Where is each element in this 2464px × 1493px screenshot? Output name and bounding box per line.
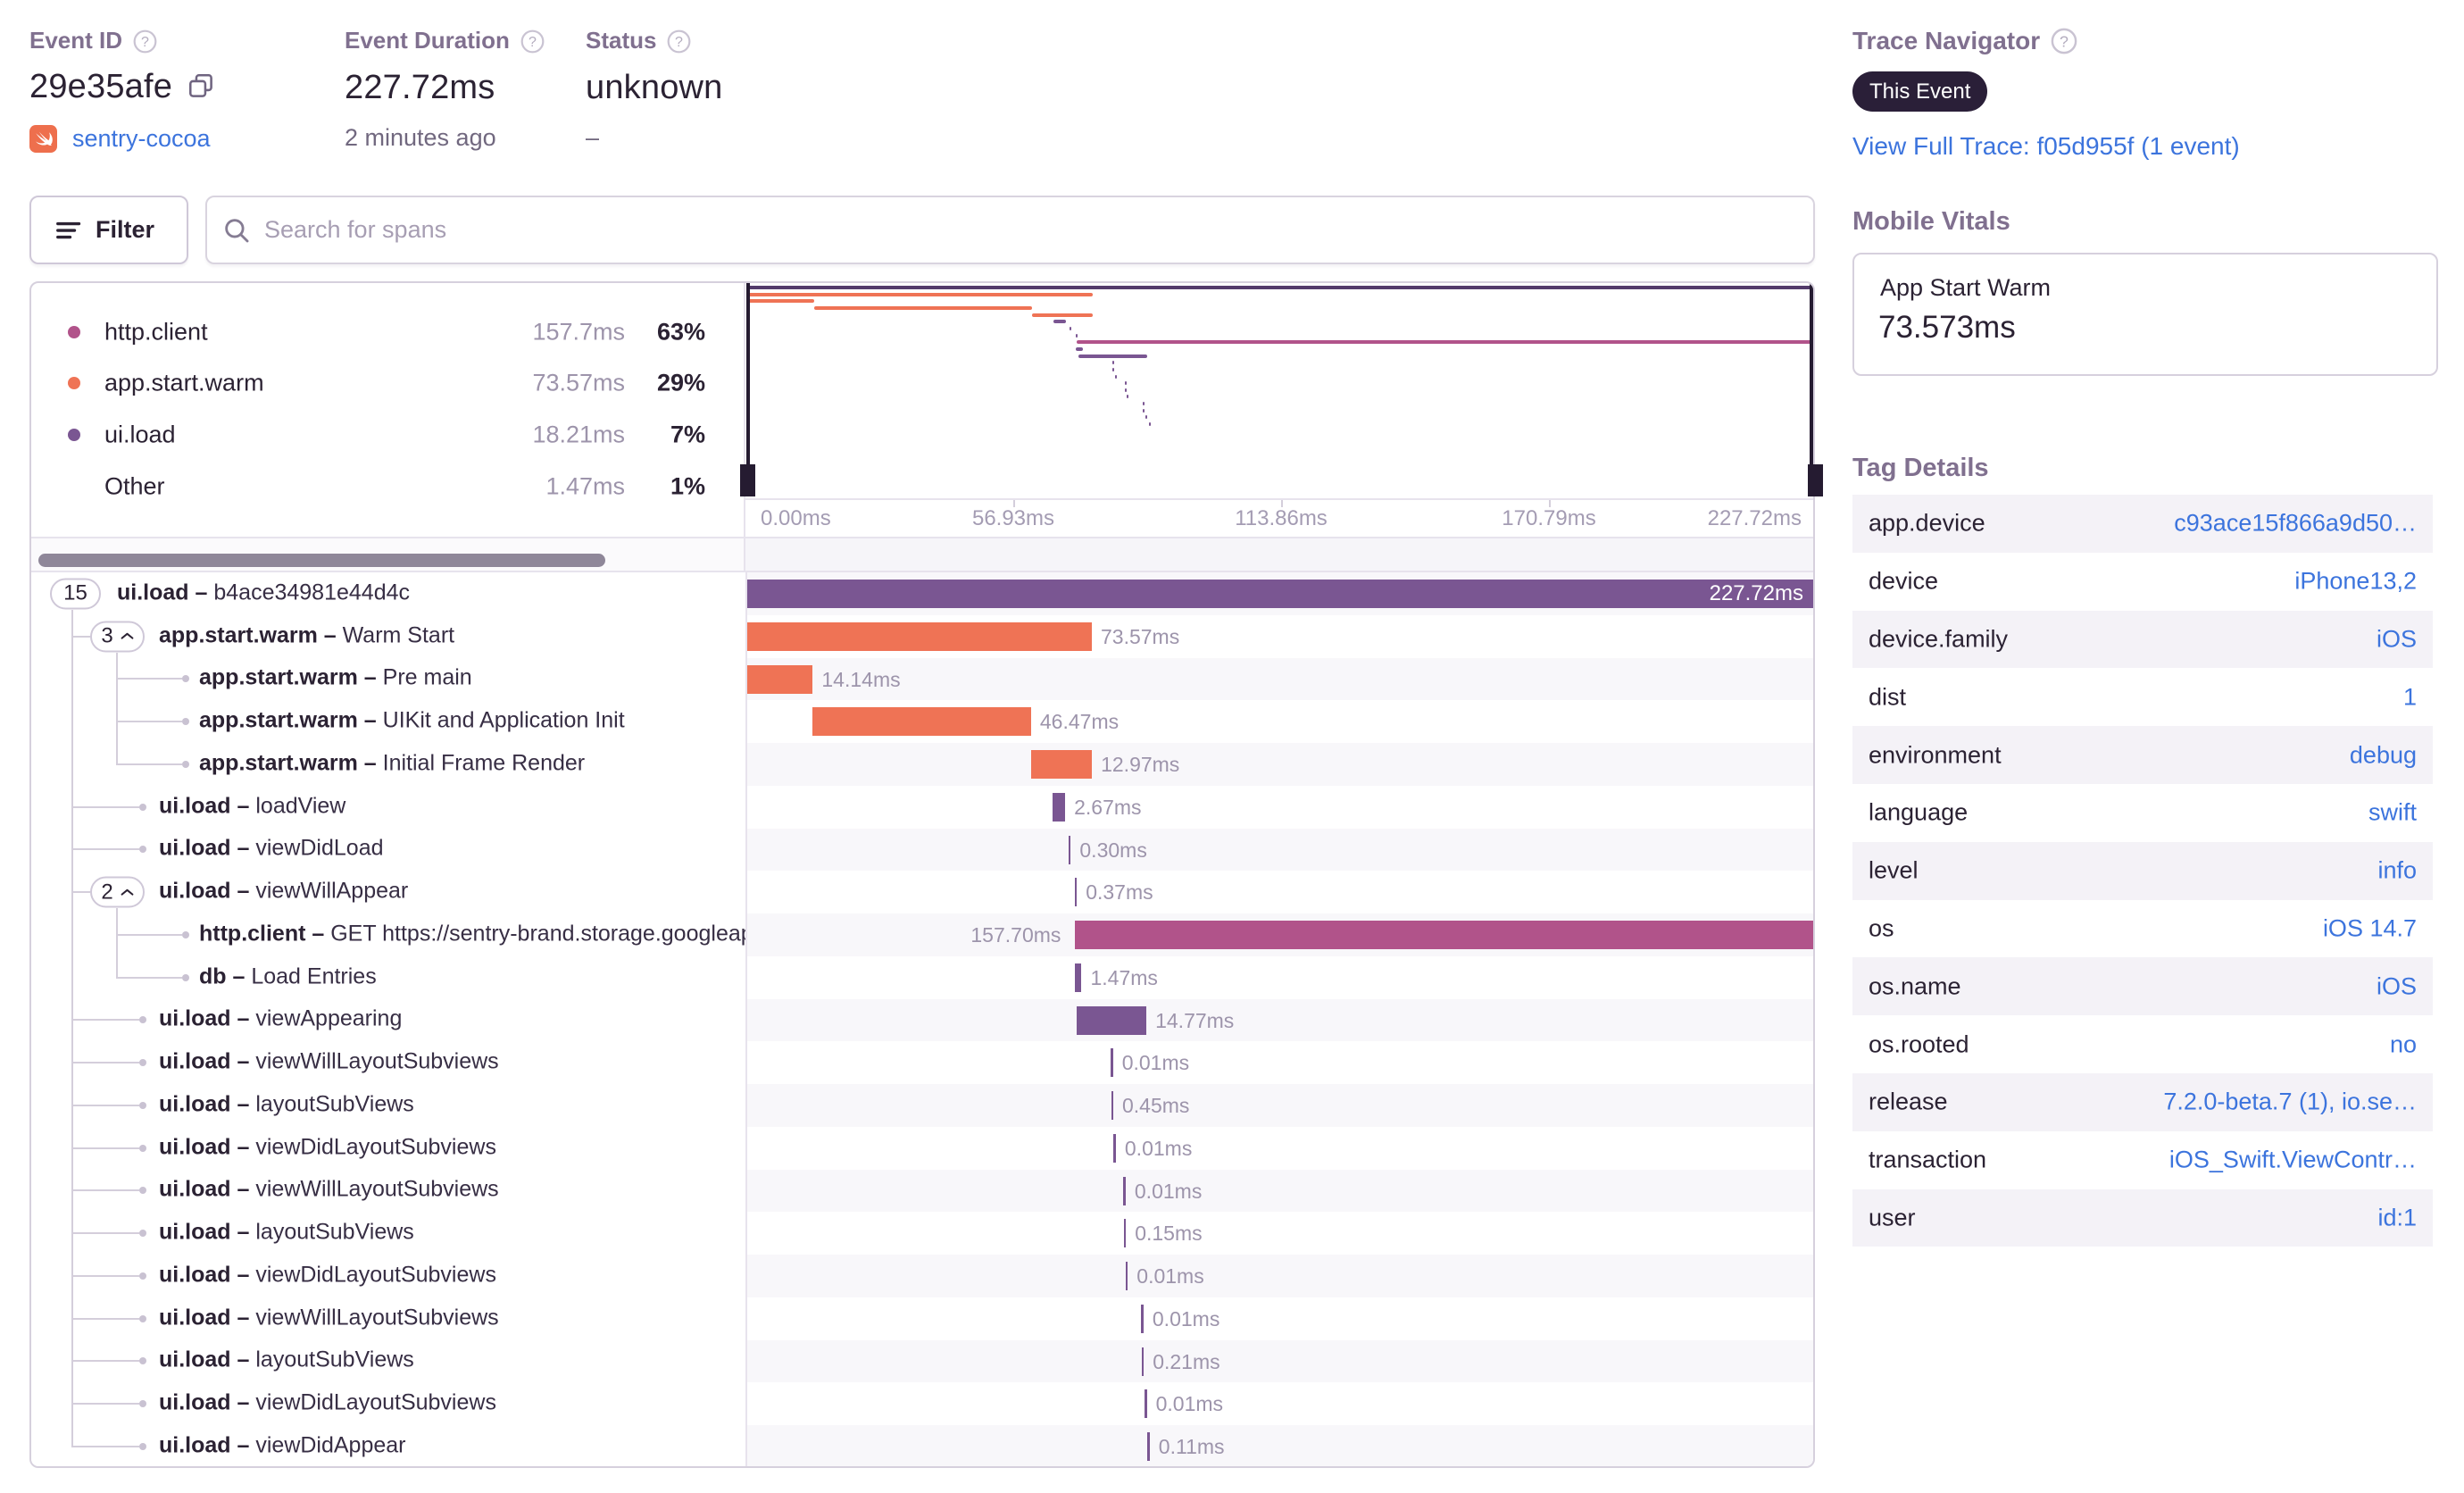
- svg-text:?: ?: [529, 34, 537, 50]
- svg-text:?: ?: [141, 34, 149, 50]
- svg-text:?: ?: [2060, 32, 2069, 50]
- svg-text:?: ?: [676, 34, 684, 50]
